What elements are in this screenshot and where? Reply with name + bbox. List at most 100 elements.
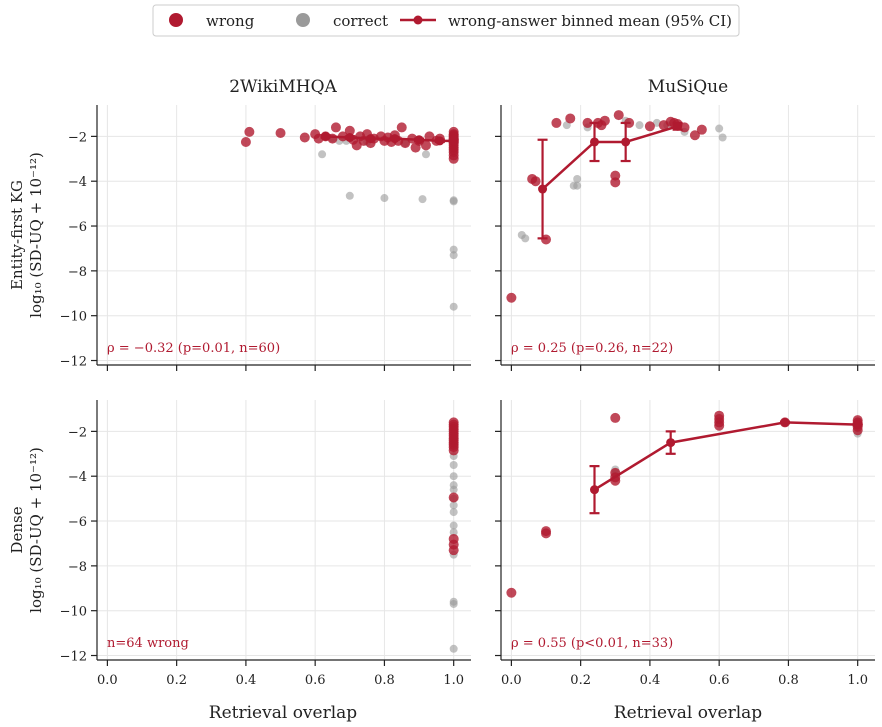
binned-mean-point-3 <box>390 134 400 144</box>
correct-point-8 <box>418 195 427 204</box>
correct-point-12 <box>715 124 724 133</box>
legend-frame <box>152 4 740 37</box>
wrong-point-2 <box>275 128 286 139</box>
wrong-point-13 <box>448 492 459 503</box>
correct-point-11 <box>449 197 458 206</box>
correct-point-7 <box>449 508 458 517</box>
x-tick-label-4: 0.8 <box>374 673 395 688</box>
binned-mean-point-0 <box>538 184 548 194</box>
y-tick-label-0: −12 <box>60 650 87 665</box>
wrong-point-20 <box>689 130 700 141</box>
col-title-2wikimhqa: 2WikiMHQA <box>229 77 337 97</box>
y-tick-label-4: −4 <box>68 175 87 190</box>
wrong-point-12 <box>448 445 459 456</box>
correct-point-4 <box>573 174 582 183</box>
y-tick-label-1: −10 <box>60 310 87 325</box>
correct-point-9 <box>449 528 458 537</box>
row-label-dense: Dense log₁₀ (SD-UQ + 10⁻¹²) <box>8 447 45 613</box>
correct-point-1 <box>449 461 458 469</box>
x-tick-label-1: 0.2 <box>166 673 187 688</box>
x-tick-label-0: 0.0 <box>97 673 118 688</box>
binned-mean-point-3 <box>673 121 683 131</box>
wrong-point-10 <box>714 420 725 431</box>
correct-point-4 <box>345 191 354 200</box>
y-tick-label-3: −6 <box>68 515 87 530</box>
wrong-point-8 <box>330 122 341 133</box>
wrong-point-9 <box>599 115 610 126</box>
binned-mean-point-1 <box>345 133 355 142</box>
legend-correct-marker <box>296 13 310 27</box>
binned-mean-line <box>541 125 678 190</box>
binned-mean-point-2 <box>366 134 376 144</box>
y-tick-label-2: −8 <box>68 265 87 280</box>
binned-mean-point-6 <box>449 136 459 146</box>
correct-point-14 <box>449 302 458 311</box>
y-tick-label-2: −8 <box>68 560 87 575</box>
wrong-point-6 <box>582 117 593 128</box>
x-tick-label-1: 0.2 <box>570 673 591 688</box>
panel-annotation: n=64 wrong <box>107 636 189 651</box>
binned-mean-point-2 <box>780 417 790 427</box>
correct-point-6 <box>449 501 458 510</box>
binned-mean-point-3 <box>853 420 863 430</box>
row-label-dense-line2: log₁₀ (SD-UQ + 10⁻¹²) <box>27 447 45 613</box>
wrong-point-14 <box>644 121 655 132</box>
row-label-kg-line2: log₁₀ (SD-UQ + 10⁻¹²) <box>27 152 45 318</box>
correct-point-8 <box>635 121 644 130</box>
correct-point-13 <box>449 251 458 260</box>
binned-mean-point-1 <box>666 438 676 448</box>
x-tick-label-2: 0.4 <box>640 673 661 688</box>
binned-mean-point-2 <box>621 137 631 147</box>
panel-2: ρ = 0.25 (p=0.26, n=22) <box>495 105 875 371</box>
legend-wrong-marker <box>169 13 183 27</box>
wrong-point-12 <box>613 110 624 121</box>
wrong-point-0 <box>506 587 517 598</box>
x-axis-label-right: Retrieval overlap <box>614 703 762 723</box>
panel-1: −12 −10 −8 −6 −4 −2 ρ = −0.32 (p=0.01, n=60) <box>60 105 471 371</box>
y-tick-label-5: −2 <box>68 130 87 145</box>
wrong-point-5 <box>565 113 576 124</box>
wrong-point-21 <box>696 124 707 135</box>
x-tick-label-3: 0.6 <box>305 673 326 688</box>
correct-point-9 <box>421 150 430 159</box>
wrong-point-44 <box>448 150 459 161</box>
wrong-point-3 <box>299 132 310 143</box>
x-tick-label-0: 0.0 <box>501 673 522 688</box>
wrong-point-3 <box>610 412 621 423</box>
binned-mean-point-5 <box>435 136 445 146</box>
correct-point-12 <box>449 599 458 608</box>
wrong-point-2 <box>541 528 552 539</box>
y-tick-label-5: −2 <box>68 425 87 440</box>
y-tick-label-0: −12 <box>60 355 87 370</box>
binned-mean-point-4 <box>414 135 424 145</box>
x-tick-label-5: 1.0 <box>847 673 868 688</box>
correct-point-13 <box>718 133 727 142</box>
wrong-point-0 <box>240 136 251 147</box>
wrong-point-16 <box>448 545 459 556</box>
correct-point-8 <box>449 521 458 530</box>
legend-correct-label: correct <box>333 12 388 30</box>
wrong-point-4 <box>551 117 562 128</box>
correct-point-6 <box>380 194 389 203</box>
correct-point-2 <box>449 472 458 481</box>
correct-point-4 <box>449 485 458 494</box>
panel-annotation: ρ = 0.25 (p=0.26, n=22) <box>511 341 673 356</box>
row-label-kg-line1: Entity-first KG <box>8 180 26 290</box>
correct-point-12 <box>449 245 458 254</box>
row-label-dense-line1: Dense <box>8 506 26 553</box>
y-tick-label-3: −6 <box>68 220 87 235</box>
correct-point-0 <box>318 150 327 159</box>
row-label-kg: Entity-first KG log₁₀ (SD-UQ + 10⁻¹²) <box>8 152 45 318</box>
correct-point-13 <box>449 644 458 653</box>
binned-mean-line <box>593 421 858 491</box>
correct-point-1 <box>521 234 530 243</box>
y-tick-label-1: −10 <box>60 605 87 620</box>
wrong-point-10 <box>344 125 355 136</box>
binned-mean-point-0 <box>590 485 599 495</box>
x-tick-label-5: 1.0 <box>443 673 464 688</box>
wrong-point-0 <box>506 292 517 303</box>
legend: wrong correct wrong-answer binned mean (… <box>152 4 740 37</box>
legend-wrong-label: wrong <box>206 12 255 30</box>
binned-mean-point-0 <box>321 131 331 141</box>
